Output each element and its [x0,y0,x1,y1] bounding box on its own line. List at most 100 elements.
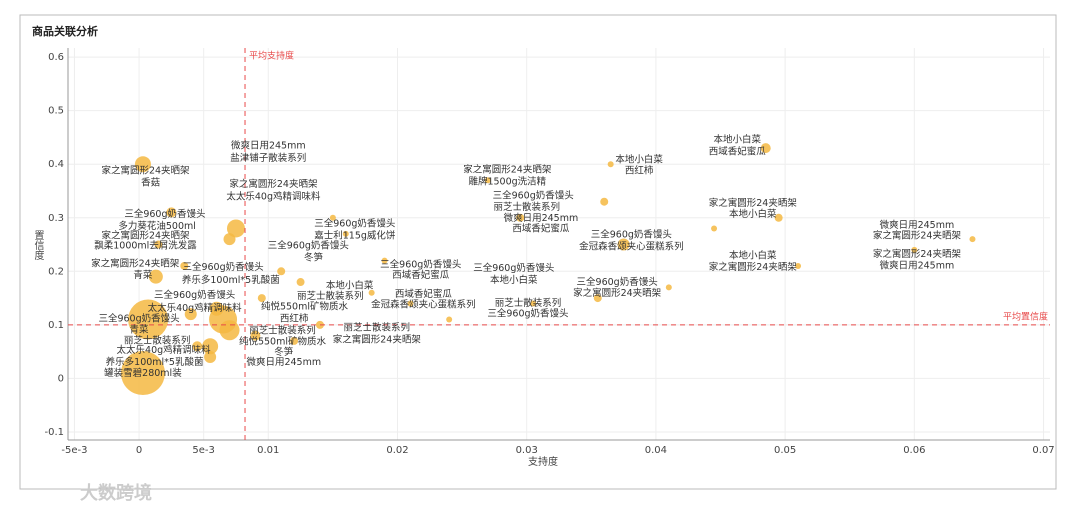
point-label: 微爽日用245mm [880,219,955,231]
x-tick-label: 0.05 [774,445,796,456]
point-label: 三全960g奶香馒头 [380,258,461,270]
point-label: 本地小白菜 [714,134,762,146]
point-label: 金冠森香颂夹心蛋糕系列 [579,241,684,253]
point-label: 家之寓圆形24夹晒架 [229,178,318,190]
point-label: 冬笋 [274,346,294,358]
bubble [257,294,266,303]
point-label: 西红柿 [625,165,654,177]
point-label: 金冠森香颂夹心蛋糕系列 [371,299,476,311]
point-label: 太太乐40g鸡精调味料 [117,344,212,356]
point-label: 三全960g奶香馒头 [591,228,672,240]
bubble [277,267,286,276]
point-label: 养乐多100ml*5乳酸菌 [182,274,280,286]
point-label: 冬笋 [304,251,324,263]
bubble [134,156,151,173]
bubble [148,269,163,284]
point-label: 三全960g奶香馒头 [487,308,568,320]
y-axis-label: 置信度 [32,230,44,261]
point-label: 西域香妃蜜瓜 [709,145,767,157]
point-label: 丽芝士散装系列 [249,324,316,336]
bubble [711,225,718,232]
y-tick-label: 0.1 [48,320,64,331]
point-label: 家之寓圆形24夹晒架 [573,287,662,299]
x-tick-label: 0.03 [516,445,538,456]
y-tick-label: 0.6 [48,52,64,63]
bubble [290,336,299,345]
point-label: 三全960g奶香馒头 [473,262,554,274]
point-label: 本地小白菜 [729,249,777,261]
bubble [204,350,217,363]
point-label: 罐装雪碧280ml装 [104,367,182,379]
x-tick-label: -5e-3 [61,445,87,456]
point-label: 家之寓圆形24夹晒架 [709,261,798,273]
watermark: 大数跨境 [80,482,152,504]
bubble [202,338,219,355]
point-label: 丽芝士散装系列 [493,201,560,213]
y-tick-label: 0.5 [48,106,64,117]
x-tick-label: 0.04 [645,445,667,456]
bubble [774,213,783,222]
point-label: 丽芝士散装系列 [124,334,191,346]
bubble [911,246,918,253]
point-label: 家之寓圆形24夹晒架 [101,165,190,177]
point-label: 微爽日用245mm [246,356,321,368]
point-label: 飘柔1000ml去屑洗发露 [94,240,197,252]
point-label: 本地小白菜 [326,279,374,291]
point-label: 家之寓圆形24夹晒架 [873,248,962,260]
point-label: 西域香妃蜜瓜 [395,288,453,300]
point-label: 本地小白菜 [615,153,663,165]
point-label: 多力葵花油500ml [118,220,196,232]
bubble [530,300,537,307]
x-tick-label: 0.01 [257,445,279,456]
point-label: 微爽日用245mm [880,259,955,271]
point-label: 家之寓圆形24夹晒架 [463,164,552,176]
point-label: 家之寓圆形24夹晒架 [91,257,180,269]
point-label: 太太乐40g鸡精调味料 [226,190,321,202]
point-label: 三全960g奶香馒头 [268,240,349,252]
card [19,14,1057,490]
point-label: 嘉士利115g威化饼 [314,229,396,241]
point-label: 盐津铺子散装系列 [230,152,306,164]
bubble [166,207,177,218]
bubble [128,299,169,340]
bubble [184,308,197,321]
point-label: 家之寓圆形24夹晒架 [873,229,962,241]
bubble [665,284,672,291]
point-label: 太太乐40g鸡精调味料 [148,302,243,314]
bubble [969,236,976,243]
x-axis-label: 支持度 [528,455,558,468]
bubble [296,278,305,287]
point-label: 丽芝士散装系列 [297,290,364,302]
point-label: 纯悦550ml矿物质水 [239,336,327,348]
point-label: 三全960g奶香馒头 [314,218,395,230]
bubble [180,261,189,270]
point-label: 青菜 [130,324,150,336]
bubble [315,320,324,329]
bubble [219,320,240,341]
y-tick-label: 0.2 [48,266,64,277]
point-label: 微爽日用245mm [231,140,306,152]
point-label: 三全960g奶香馒头 [182,261,263,273]
bubble [329,214,336,221]
x-tick-label: 0.06 [903,445,925,456]
bubble [250,330,261,341]
point-label: 三全960g奶香馒头 [577,276,658,288]
point-label: 本地小白菜 [729,208,777,220]
bubble [607,161,614,168]
point-label: 西域香妃蜜瓜 [392,269,450,281]
bubble [381,257,388,264]
bubble [154,240,163,249]
point-label: 本地小白菜 [490,274,538,286]
x-tick-label: 0 [136,445,142,456]
bubble [226,219,245,238]
point-label: 纯悦550ml矿物质水 [261,301,349,313]
bubble [120,351,165,396]
point-label: 三全960g奶香馒头 [154,289,235,301]
point-label: 青菜 [133,269,153,281]
point-label: 家之寓圆形24夹晒架 [333,333,422,345]
point-label: 微爽日用245mm [504,212,579,224]
bubble [407,300,414,307]
bubble [484,177,491,184]
point-label: 西红柿 [280,312,309,324]
bubble [593,294,602,303]
